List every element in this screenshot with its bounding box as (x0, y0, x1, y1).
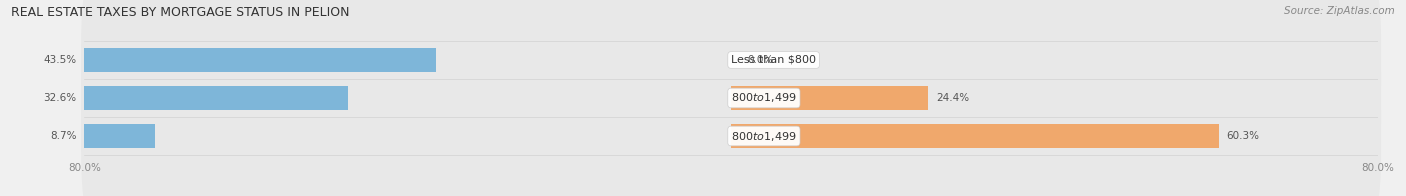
Bar (731, 86, 928, 110)
FancyBboxPatch shape (82, 6, 1381, 190)
Text: 24.4%: 24.4% (936, 93, 970, 103)
Bar (731, 124, 1219, 148)
Text: 32.6%: 32.6% (44, 93, 76, 103)
FancyBboxPatch shape (82, 0, 1381, 152)
Text: 8.7%: 8.7% (49, 131, 76, 141)
Bar (84, 48, 436, 72)
Text: 60.3%: 60.3% (1226, 131, 1260, 141)
Text: $800 to $1,499: $800 to $1,499 (731, 130, 797, 142)
Text: REAL ESTATE TAXES BY MORTGAGE STATUS IN PELION: REAL ESTATE TAXES BY MORTGAGE STATUS IN … (11, 6, 350, 19)
Text: 43.5%: 43.5% (44, 55, 76, 65)
Text: 0.0%: 0.0% (748, 55, 773, 65)
Text: Source: ZipAtlas.com: Source: ZipAtlas.com (1284, 6, 1395, 16)
Bar (84, 124, 155, 148)
Text: $800 to $1,499: $800 to $1,499 (731, 92, 797, 104)
FancyBboxPatch shape (82, 44, 1381, 196)
Text: Less than $800: Less than $800 (731, 55, 815, 65)
Bar (84, 86, 347, 110)
